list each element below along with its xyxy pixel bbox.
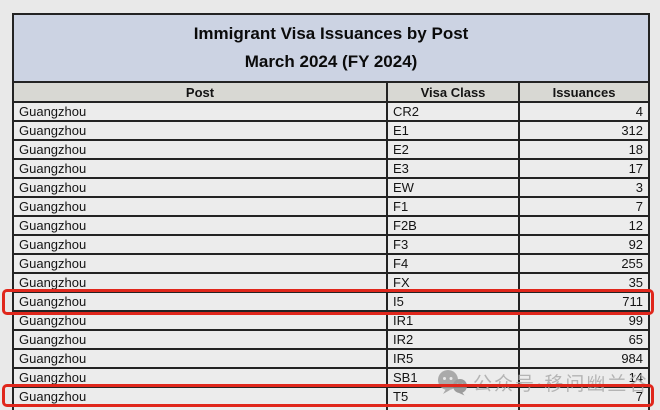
visa-class-cell: F3 bbox=[386, 234, 520, 255]
column-header-issuances: Issuances bbox=[517, 81, 651, 103]
table-row: Guangzhou F1 7 bbox=[12, 196, 651, 217]
table-row: Guangzhou E1 312 bbox=[12, 120, 651, 141]
issuances-cell: 65 bbox=[517, 329, 651, 350]
table-row: Guangzhou IR5 984 bbox=[12, 348, 651, 369]
post-cell: Guangzhou bbox=[12, 101, 388, 122]
issuances-cell: 7 bbox=[517, 196, 651, 217]
issuances-cell: 12 bbox=[517, 215, 651, 236]
table-row bbox=[12, 405, 651, 410]
issuances-cell: 255 bbox=[517, 253, 651, 274]
post-cell: Guangzhou bbox=[12, 310, 388, 331]
visa-class-cell: T5 bbox=[386, 386, 520, 407]
table-row: Guangzhou IR2 65 bbox=[12, 329, 651, 350]
column-header-row: Post Visa Class Issuances bbox=[12, 81, 651, 103]
post-cell: Guangzhou bbox=[12, 234, 388, 255]
issuances-cell: 312 bbox=[517, 120, 651, 141]
visa-class-cell: IR2 bbox=[386, 329, 520, 350]
post-cell: Guangzhou bbox=[12, 348, 388, 369]
issuances-cell: 14 bbox=[517, 367, 651, 388]
title-line1: Immigrant Visa Issuances by Post bbox=[193, 24, 469, 43]
visa-class-cell: IR5 bbox=[386, 348, 520, 369]
visa-class-cell: SB1 bbox=[386, 367, 520, 388]
post-cell: Guangzhou bbox=[12, 329, 388, 350]
visa-issuances-table: Immigrant Visa Issuances by Post March 2… bbox=[11, 13, 651, 410]
post-cell: Guangzhou bbox=[12, 196, 388, 217]
table-row: Guangzhou CR2 4 bbox=[12, 101, 651, 122]
visa-class-cell: IR1 bbox=[386, 310, 520, 331]
post-cell: Guangzhou bbox=[12, 291, 388, 312]
issuances-cell bbox=[517, 405, 651, 410]
issuances-cell: 7 bbox=[517, 386, 651, 407]
post-cell bbox=[12, 405, 388, 410]
table-body: Guangzhou CR2 4 Guangzhou E1 312 Guangzh… bbox=[12, 101, 651, 410]
post-cell: Guangzhou bbox=[12, 215, 388, 236]
column-header-post: Post bbox=[12, 81, 388, 103]
table-row: Guangzhou F4 255 bbox=[12, 253, 651, 274]
visa-class-cell: E3 bbox=[386, 158, 520, 179]
visa-class-cell: E1 bbox=[386, 120, 520, 141]
post-cell: Guangzhou bbox=[12, 158, 388, 179]
issuances-cell: 99 bbox=[517, 310, 651, 331]
visa-class-cell: CR2 bbox=[386, 101, 520, 122]
visa-class-cell: E2 bbox=[386, 139, 520, 160]
post-cell: Guangzhou bbox=[12, 253, 388, 274]
issuances-cell: 17 bbox=[517, 158, 651, 179]
table-title: Immigrant Visa Issuances by Post March 2… bbox=[11, 13, 651, 83]
issuances-cell: 4 bbox=[517, 101, 651, 122]
visa-class-cell: F4 bbox=[386, 253, 520, 274]
visa-class-cell: F2B bbox=[386, 215, 520, 236]
issuances-cell: 711 bbox=[517, 291, 651, 312]
title-row: Immigrant Visa Issuances by Post March 2… bbox=[11, 13, 651, 83]
visa-class-cell: F1 bbox=[386, 196, 520, 217]
issuances-cell: 18 bbox=[517, 139, 651, 160]
issuances-cell: 92 bbox=[517, 234, 651, 255]
post-cell: Guangzhou bbox=[12, 120, 388, 141]
visa-class-cell: I5 bbox=[386, 291, 520, 312]
post-cell: Guangzhou bbox=[12, 177, 388, 198]
table-row: Guangzhou SB1 14 bbox=[12, 367, 651, 388]
table-row: Guangzhou F3 92 bbox=[12, 234, 651, 255]
post-cell: Guangzhou bbox=[12, 386, 388, 407]
table-row: Guangzhou E3 17 bbox=[12, 158, 651, 179]
visa-class-cell bbox=[386, 405, 520, 410]
post-cell: Guangzhou bbox=[12, 272, 388, 293]
visa-class-cell: FX bbox=[386, 272, 520, 293]
table-row: Guangzhou EW 3 bbox=[12, 177, 651, 198]
table-row: Guangzhou T5 7 bbox=[12, 386, 651, 407]
post-cell: Guangzhou bbox=[12, 367, 388, 388]
issuances-cell: 35 bbox=[517, 272, 651, 293]
issuances-cell: 984 bbox=[517, 348, 651, 369]
table-row: Guangzhou I5 711 bbox=[12, 291, 651, 312]
column-header-visa-class: Visa Class bbox=[386, 81, 520, 103]
table-row: Guangzhou IR1 99 bbox=[12, 310, 651, 331]
table-row: Guangzhou F2B 12 bbox=[12, 215, 651, 236]
visa-class-cell: EW bbox=[386, 177, 520, 198]
post-cell: Guangzhou bbox=[12, 139, 388, 160]
table-row: Guangzhou E2 18 bbox=[12, 139, 651, 160]
issuances-cell: 3 bbox=[517, 177, 651, 198]
title-line2: March 2024 (FY 2024) bbox=[244, 52, 418, 71]
table-row: Guangzhou FX 35 bbox=[12, 272, 651, 293]
